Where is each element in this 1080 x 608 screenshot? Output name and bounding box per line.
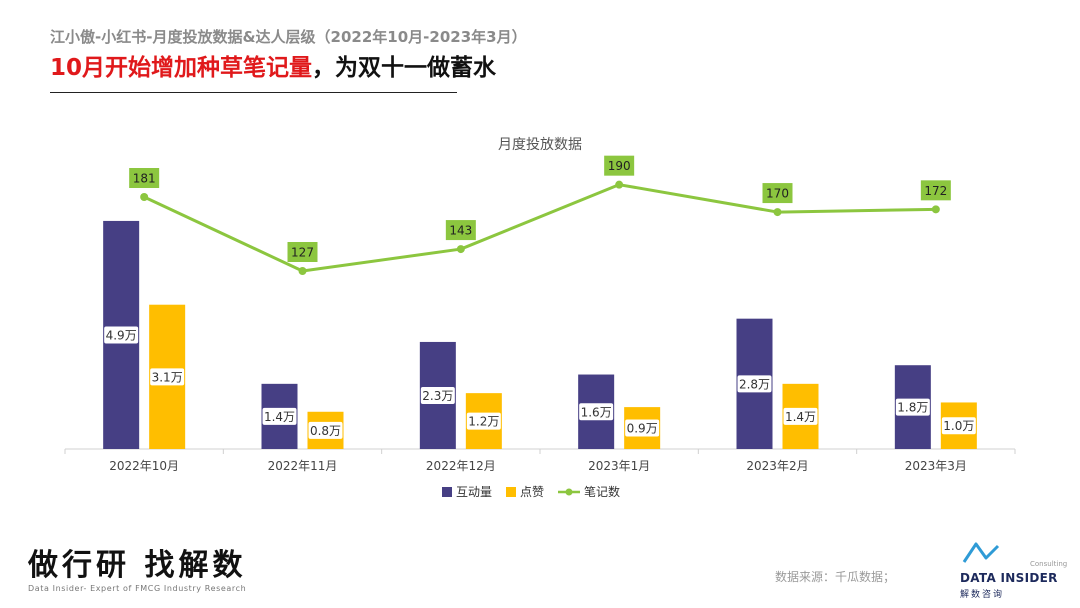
bar-data-label: 1.0万	[943, 419, 974, 433]
headline-rest: ，为双十一做蓄水	[312, 55, 497, 81]
line-point	[140, 193, 149, 201]
line-notes	[143, 183, 936, 273]
line-data-label: 172	[924, 184, 947, 198]
legend-marker	[565, 488, 573, 496]
title-divider	[50, 92, 457, 93]
x-tick-label: 2023年1月	[588, 459, 650, 473]
bar-data-label: 2.3万	[422, 389, 453, 403]
data-insider-logo-icon	[962, 542, 1000, 563]
line-point	[773, 208, 782, 217]
bar-data-label: 1.4万	[785, 410, 816, 424]
bar-data-label: 0.9万	[627, 422, 658, 436]
bar-label-bg	[737, 375, 772, 393]
logo-cn-name: 解数咨询	[960, 590, 1005, 600]
line-label-bg	[287, 242, 318, 262]
line-point	[615, 180, 624, 189]
line-label-bg	[762, 183, 793, 204]
bar-label-bg	[308, 421, 343, 439]
bar-label-bg	[895, 398, 930, 416]
bar-label-bg	[625, 419, 660, 437]
bar-data-label: 0.8万	[310, 424, 341, 438]
legend-label: 互动量	[456, 485, 492, 499]
x-tick-label: 2023年2月	[746, 459, 808, 473]
bar-data-label: 1.6万	[581, 405, 612, 419]
legend-label: 笔记数	[584, 484, 620, 499]
footer-slogan: 做行研 找解数	[28, 548, 247, 583]
legend-label: 点赞	[520, 485, 544, 499]
line-label-bg	[604, 155, 635, 176]
line-label-bg	[445, 220, 476, 241]
slide-headline: 10月开始增加种草笔记量，为双十一做蓄水	[50, 48, 496, 82]
bar-data-label: 1.4万	[264, 410, 295, 424]
line-data-label: 127	[291, 246, 314, 260]
legend-swatch	[506, 487, 516, 497]
bar-label-bg	[466, 412, 501, 430]
line-data-label: 170	[766, 187, 789, 201]
data-source-note: 数据来源：千瓜数据；	[775, 570, 896, 584]
line-point	[456, 245, 465, 254]
bar-label-bg	[150, 368, 185, 386]
bar-label-bg	[104, 326, 139, 344]
bar-data-label: 3.1万	[152, 370, 183, 384]
logo-consulting-text: Consulting	[1030, 560, 1068, 568]
bar-label-bg	[579, 403, 614, 421]
line-label-bg	[920, 180, 951, 201]
x-tick-label: 2022年10月	[109, 459, 179, 473]
slide-subtitle: 江小傲-小红书-月度投放数据&达人层级（2022年10月-2023年3月）	[50, 28, 527, 46]
bar-data-label: 2.8万	[739, 377, 770, 391]
x-tick-label: 2023年3月	[905, 459, 967, 473]
line-data-label: 190	[608, 159, 631, 173]
bar-data-label: 1.8万	[897, 401, 928, 415]
footer-tagline: Data Insider- Expert of FMCG Industry Re…	[28, 584, 247, 593]
monthly-placement-chart: 月度投放数据 2022年10月 2022年11月 2022年12月 2023年1月 202…	[64, 137, 1016, 499]
line-data-label: 181	[133, 172, 156, 186]
chart-title: 月度投放数据	[498, 137, 582, 153]
line-point	[931, 205, 940, 214]
bar-label-bg	[262, 407, 297, 425]
line-label-bg	[129, 168, 160, 188]
bar-label-bg	[420, 386, 455, 404]
bar-data-label: 1.2万	[468, 415, 499, 429]
x-tick-label: 2022年11月	[268, 459, 338, 473]
bar-label-bg	[941, 417, 976, 435]
x-tick-label: 2022年12月	[426, 459, 496, 473]
headline-highlight: 10月开始增加种草笔记量	[50, 55, 313, 81]
line-point	[298, 267, 307, 275]
logo-name: DATA INSIDER	[960, 571, 1058, 585]
line-data-label: 143	[449, 224, 472, 238]
legend-swatch	[442, 487, 452, 497]
bar-label-bg	[783, 407, 818, 425]
bar-data-label: 4.9万	[106, 328, 137, 342]
